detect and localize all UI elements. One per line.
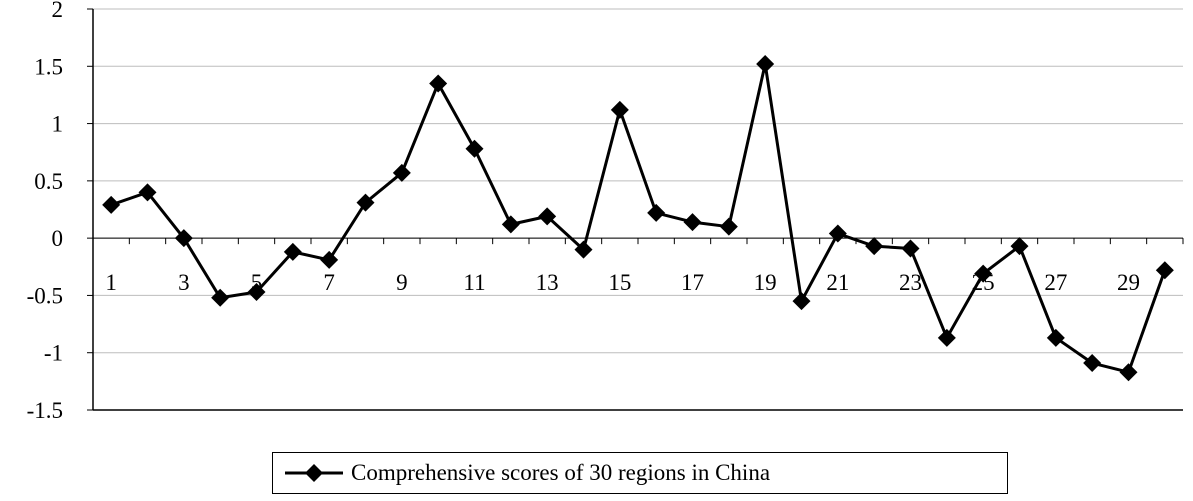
data-point <box>283 242 302 261</box>
series-line <box>110 62 1167 374</box>
y-tick-label: -1.5 <box>27 398 63 423</box>
plot-frame <box>92 9 1184 411</box>
data-point <box>174 229 193 248</box>
x-tick-label: 21 <box>826 270 849 295</box>
x-tick-label: 19 <box>754 270 777 295</box>
data-point <box>211 288 230 307</box>
data-point <box>1155 261 1174 280</box>
data-point <box>901 239 920 258</box>
data-point <box>574 240 593 259</box>
data-point <box>937 328 956 347</box>
x-tick-label: 3 <box>178 270 190 295</box>
legend-label: Comprehensive scores of 30 regions in Ch… <box>351 460 771 485</box>
data-point <box>392 163 411 182</box>
data-point <box>828 224 847 243</box>
y-tick-label: -0.5 <box>27 283 63 308</box>
x-tick-label: 15 <box>608 270 631 295</box>
x-tick-label: 9 <box>396 270 408 295</box>
x-tick-label: 5 <box>251 270 263 295</box>
y-tick-label: 0.5 <box>34 169 63 194</box>
x-tick-label: 23 <box>899 270 922 295</box>
x-tick-label: 7 <box>323 270 335 295</box>
data-point <box>1046 328 1065 347</box>
data-point <box>974 264 993 283</box>
data-point <box>683 213 702 232</box>
legend: Comprehensive scores of 30 regions in Ch… <box>272 452 1008 494</box>
data-point <box>719 217 738 236</box>
x-tick-label: 27 <box>1044 270 1067 295</box>
data-point <box>1083 354 1102 373</box>
x-tick-label: 11 <box>463 270 485 295</box>
data-point <box>356 193 375 212</box>
data-point <box>429 74 448 93</box>
y-axis-tick-labels: 2 1.5 1 0.5 0 -0.5 -1 -1.5 <box>27 0 63 423</box>
x-tick-label: 17 <box>681 270 704 295</box>
line-chart: 21.510.50-0.5-1-1.5 1 3 5 7 9 11 13 15 17 19 21 23 2… <box>27 0 1184 423</box>
diamond-marker-icon <box>305 464 323 482</box>
data-point <box>756 54 775 73</box>
y-tick-label: 1 <box>52 112 64 137</box>
x-tick-label: 29 <box>1117 270 1140 295</box>
data-point <box>1119 363 1138 382</box>
x-tick-label: 1 <box>105 270 117 295</box>
data-point <box>320 250 339 269</box>
gridlines <box>87 8 1183 411</box>
y-tick-label: 2 <box>52 0 64 22</box>
series-layer <box>102 54 1174 382</box>
y-tick-label: 1.5 <box>34 54 63 79</box>
y-tick-label: 0 <box>52 226 64 251</box>
data-point <box>501 215 520 234</box>
data-point <box>138 183 157 202</box>
data-point <box>647 203 666 222</box>
data-point <box>538 207 557 226</box>
data-point <box>247 282 266 301</box>
data-point <box>792 292 811 311</box>
data-point <box>865 237 884 256</box>
data-point <box>465 139 484 158</box>
y-tick-label: -1 <box>44 341 63 366</box>
x-tick-label: 13 <box>536 270 559 295</box>
legend-swatch <box>285 464 343 482</box>
data-point <box>1010 237 1029 256</box>
data-point <box>610 100 629 119</box>
data-point <box>102 195 121 214</box>
